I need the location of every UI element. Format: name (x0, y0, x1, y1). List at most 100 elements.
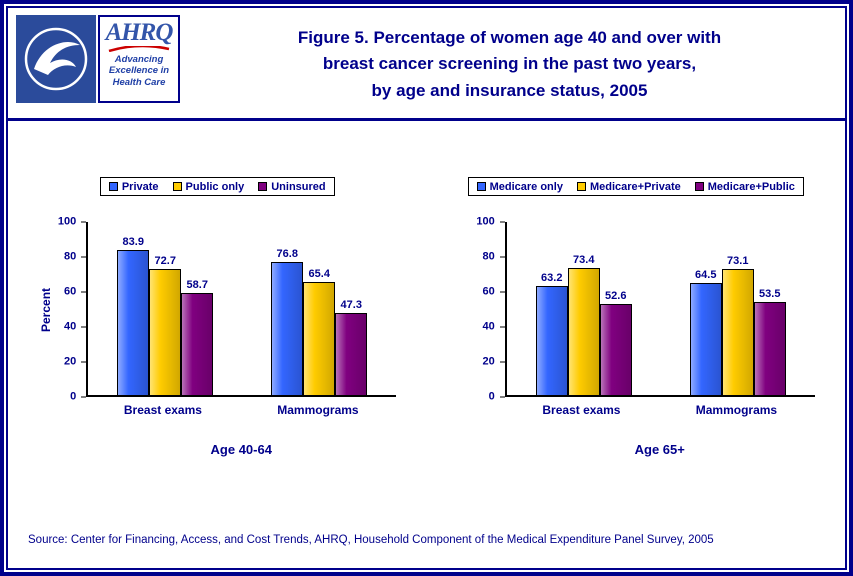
legend-swatch-icon (258, 182, 268, 191)
y-tick-mark (499, 326, 505, 328)
y-tick-mark (81, 256, 87, 258)
legend-swatch-icon (694, 182, 704, 191)
legend-label: Public only (185, 180, 245, 193)
plot-area: 83.9 72.7 58.7 76.8 65.4 47.3 (86, 222, 397, 397)
bar: 73.4 (567, 254, 600, 395)
bar: 72.7 (149, 255, 182, 395)
legend-item: Private (108, 180, 159, 193)
bar: 73.1 (721, 255, 754, 395)
ahrq-logo: AHRQ Advancing Excellence in Health Care (98, 15, 180, 103)
y-axis-title: Percent (39, 287, 54, 332)
bar-group: 63.2 73.4 52.6 (535, 222, 632, 395)
header: AHRQ Advancing Excellence in Health Care… (8, 8, 845, 118)
plot-block: 0 20 40 60 80 100 63.2 73.4 52.6 64.5 73.1 53.5 Br… (457, 216, 815, 459)
y-tick-label: 40 (482, 320, 495, 333)
bar-value-label: 63.2 (541, 271, 563, 284)
plot-block: Percent 0 20 40 60 80 100 83.9 72.7 58.7 76.8 65.… (38, 216, 397, 459)
figure-title-line: by age and insurance status, 2005 (371, 80, 648, 100)
ahrq-tagline-line: Advancing (114, 54, 164, 65)
bar-group: 64.5 73.1 53.5 (689, 222, 786, 395)
x-axis-spacer (457, 441, 505, 459)
y-tick-mark (81, 326, 87, 328)
legend-swatch-icon (172, 182, 182, 191)
chart-title: Age 65+ (634, 442, 685, 457)
legend-item: Public only (172, 180, 245, 193)
figure-title-line: breast cancer screening in the past two … (322, 54, 697, 74)
ahrq-tagline-line: Health Care (112, 76, 166, 88)
chart-age-40-64: Private Public only Uninsured Percent 0 20 4… (8, 177, 427, 459)
category-label: Mammograms (695, 403, 778, 417)
legend-label: Uninsured (271, 180, 326, 193)
bar: 63.2 (535, 272, 568, 395)
source-note: Source: Center for Financing, Access, an… (28, 534, 714, 546)
ahrq-swoosh-icon (108, 46, 170, 52)
bar: 47.3 (335, 299, 368, 395)
legend-label: Medicare+Private (589, 180, 681, 193)
figure-title: Figure 5. Percentage of women age 40 and… (184, 15, 835, 118)
x-categories: Breast exams Mammograms (505, 403, 815, 417)
y-tick-label: 60 (64, 285, 77, 298)
y-tick-mark (81, 291, 87, 293)
category-label: Breast exams (123, 403, 202, 417)
bar-value-label: 83.9 (122, 235, 144, 248)
category-label: Mammograms (277, 403, 359, 417)
y-tick-mark (499, 291, 505, 293)
bar: 53.5 (753, 288, 786, 395)
x-axis-spacer (38, 397, 86, 417)
bar-value-label: 53.5 (759, 288, 781, 301)
legend-item: Medicare only (476, 181, 563, 193)
y-tick-label: 80 (64, 250, 77, 263)
legend: Medicare only Medicare+Private Medicare+Pu… (467, 177, 804, 196)
y-tick-label: 20 (482, 355, 495, 368)
legend-item: Medicare+Public (694, 181, 795, 193)
y-tick-label: 100 (57, 215, 77, 228)
y-tick-label: 80 (482, 250, 495, 263)
bar-value-label: 73.4 (573, 254, 595, 267)
hhs-seal-icon (16, 15, 96, 103)
bar-value-label: 47.3 (340, 299, 362, 312)
x-axis-spacer (38, 441, 86, 459)
figure-title-line: Figure 5. Percentage of women age 40 and… (297, 28, 722, 47)
y-tick-label: 100 (476, 215, 495, 228)
y-tick-label: 40 (64, 320, 77, 333)
bar-value-label: 52.6 (605, 290, 627, 303)
ahrq-tagline: Advancing Excellence in Health Care (100, 54, 178, 88)
bar: 65.4 (303, 268, 336, 395)
legend-label: Private (121, 180, 159, 193)
legend-item: Medicare+Private (576, 180, 681, 193)
y-tick-label: 20 (64, 355, 77, 368)
bar-group: 83.9 72.7 58.7 (117, 222, 214, 395)
y-tick-label: 0 (488, 390, 495, 403)
bar: 64.5 (689, 269, 722, 395)
y-tick-mark (499, 361, 505, 363)
ahrq-tagline-line: Excellence in (108, 65, 170, 77)
y-tick-mark (81, 221, 87, 223)
hhs-eagle-icon (24, 27, 88, 91)
category-label: Breast exams (542, 403, 621, 417)
y-tick-label: 60 (482, 285, 495, 298)
y-axis-title (457, 222, 473, 397)
plot-area: 63.2 73.4 52.6 64.5 73.1 53.5 (504, 222, 815, 397)
figure-frame: AHRQ Advancing Excellence in Health Care… (6, 6, 847, 570)
bar-value-label: 72.7 (154, 255, 176, 268)
y-tick-label: 0 (70, 390, 77, 403)
bar: 52.6 (599, 290, 632, 395)
bar: 76.8 (271, 248, 304, 395)
bar: 83.9 (117, 236, 150, 395)
bar-value-label: 73.1 (727, 254, 749, 267)
legend: Private Public only Uninsured (99, 177, 335, 196)
legend-swatch-icon (476, 182, 486, 191)
bar-value-label: 65.4 (308, 267, 330, 280)
legend-swatch-icon (576, 182, 586, 191)
y-tick-mark (81, 396, 87, 398)
y-tick-mark (499, 256, 505, 258)
y-tick-mark (499, 396, 505, 398)
bar-group: 76.8 65.4 47.3 (271, 222, 368, 395)
bar-value-label: 76.8 (276, 248, 298, 261)
y-axis: 0 20 40 60 80 100 (54, 216, 87, 402)
logo-block: AHRQ Advancing Excellence in Health Care (16, 15, 184, 118)
chart-age-65-plus: Medicare only Medicare+Private Medicare+Pu… (427, 177, 846, 459)
legend-swatch-icon (108, 182, 118, 191)
y-tick-mark (499, 221, 505, 223)
